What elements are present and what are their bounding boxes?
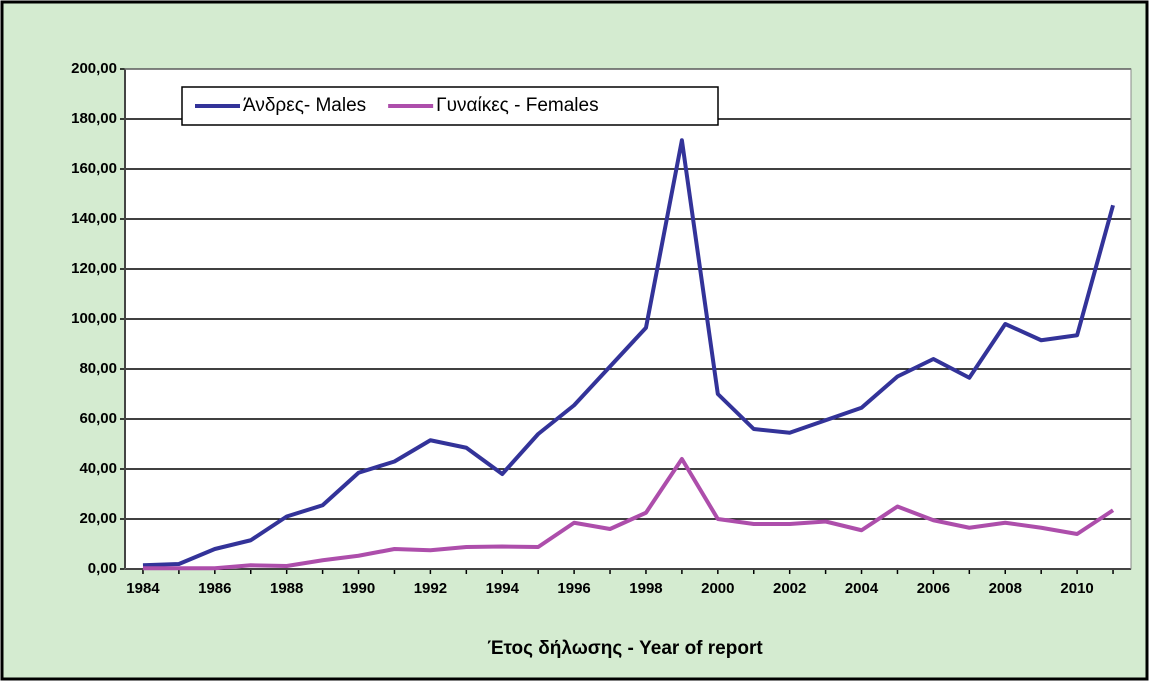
x-tick-label: 2000 bbox=[701, 580, 734, 597]
y-tick-label: 80,00 bbox=[79, 360, 117, 377]
x-tick-label: 1994 bbox=[486, 580, 520, 597]
y-tick-label: 100,00 bbox=[71, 310, 117, 327]
y-tick-label: 140,00 bbox=[71, 210, 117, 227]
x-tick-label: 2010 bbox=[1060, 580, 1093, 597]
x-tick-label: 1990 bbox=[342, 580, 375, 597]
x-tick-label: 2006 bbox=[917, 580, 950, 597]
series-line bbox=[142, 457, 1115, 571]
y-tick-label: 60,00 bbox=[79, 410, 117, 427]
y-tick-label: 20,00 bbox=[79, 510, 117, 527]
x-tick-label: 1998 bbox=[629, 580, 662, 597]
plot-border bbox=[124, 68, 1132, 570]
legend-label: Άνδρες- Males bbox=[243, 95, 366, 116]
x-tick-label: 2004 bbox=[845, 580, 879, 597]
x-tick-label: 1988 bbox=[270, 580, 303, 597]
series-line bbox=[142, 138, 1115, 568]
y-tick-label: 120,00 bbox=[71, 260, 117, 277]
y-tick-label: 160,00 bbox=[71, 160, 117, 177]
legend-box bbox=[181, 86, 719, 126]
x-tick-label: 1984 bbox=[126, 580, 160, 597]
y-tick-label: 40,00 bbox=[79, 460, 117, 477]
legend-label: Γυναίκες - Females bbox=[436, 95, 598, 116]
y-tick-label: 0,00 bbox=[88, 560, 117, 577]
x-axis-title: Έτος δήλωσης - Year of report bbox=[487, 638, 763, 659]
y-tick-label: 180,00 bbox=[71, 110, 117, 127]
x-tick-label: 2002 bbox=[773, 580, 806, 597]
x-tick-label: 1996 bbox=[557, 580, 590, 597]
x-tick-label: 2008 bbox=[989, 580, 1022, 597]
y-tick-label: 200,00 bbox=[71, 60, 117, 77]
x-tick-label: 1986 bbox=[198, 580, 231, 597]
x-tick-label: 1992 bbox=[414, 580, 447, 597]
